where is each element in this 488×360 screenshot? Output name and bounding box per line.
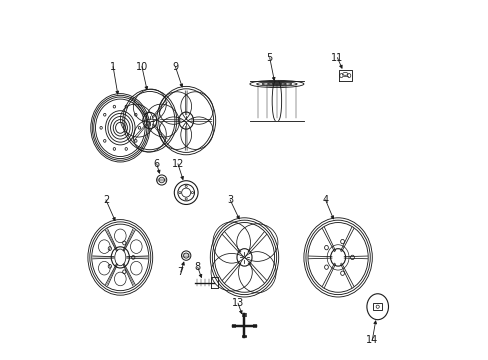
Text: 12: 12	[171, 159, 183, 169]
Text: 5: 5	[266, 53, 272, 63]
Text: 11: 11	[330, 53, 343, 63]
Text: 9: 9	[172, 62, 178, 72]
Text: 1: 1	[110, 62, 116, 72]
Text: 14: 14	[366, 335, 378, 345]
Text: 3: 3	[226, 195, 233, 205]
Text: 8: 8	[194, 262, 201, 272]
Text: 13: 13	[231, 298, 244, 308]
Text: 6: 6	[153, 159, 160, 169]
Text: 4: 4	[322, 195, 328, 205]
Text: 2: 2	[102, 195, 109, 205]
Bar	[372, 303, 382, 310]
Text: 7: 7	[177, 267, 183, 277]
Text: 10: 10	[136, 62, 148, 72]
